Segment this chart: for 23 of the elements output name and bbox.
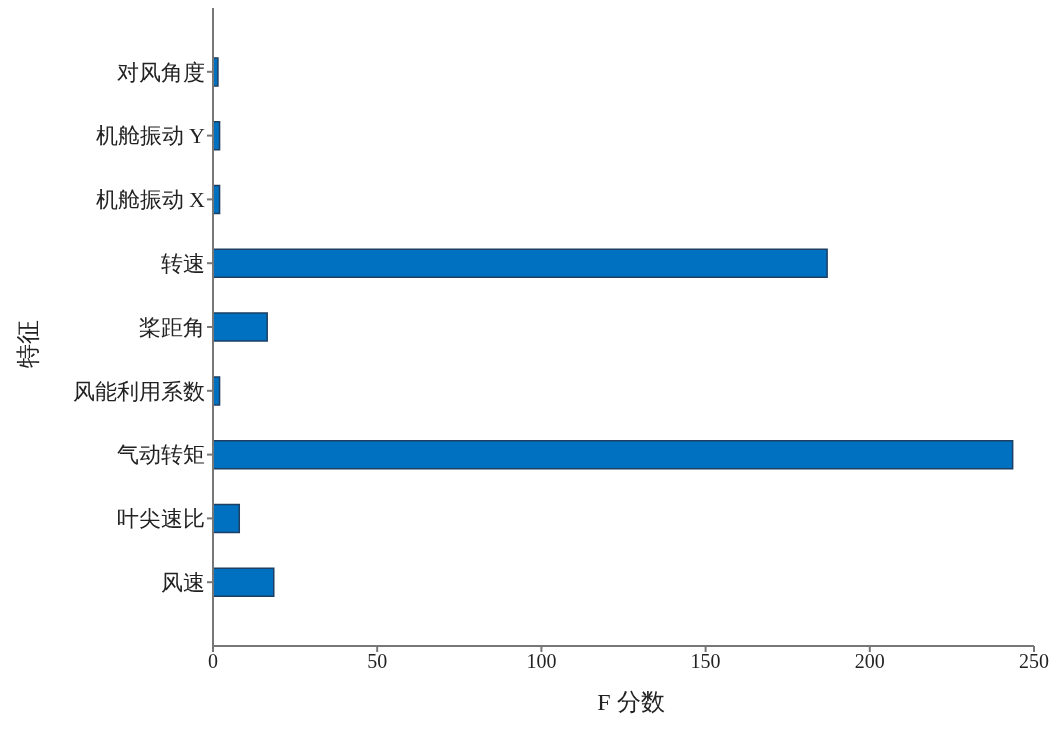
x-tick-label: 150 [690,650,721,673]
bar [213,312,268,342]
x-tick-label: 100 [526,650,557,673]
x-tick-label: 250 [1019,650,1049,673]
y-tick-label: 风能利用系数 [73,378,205,404]
x-axis-title: F 分数 [596,688,666,717]
y-tick-label: 转速 [161,251,205,277]
bar [213,248,828,279]
bar [213,57,219,87]
bar [213,567,275,598]
x-tick-label: 200 [854,650,885,673]
y-tick-label: 气动转矩 [117,442,205,468]
y-tick-label: 机舱振动 X [95,187,206,213]
y-tick-label: 对风角度 [117,59,205,85]
y-tick-label: 桨距角 [139,314,205,340]
bar [213,439,1014,470]
y-tick-label: 叶尖速比 [117,506,205,532]
bar [213,503,241,534]
x-tick-label: 50 [367,650,388,673]
x-tick-label: 0 [208,650,218,673]
y-tick-label: 机舱振动 Y [95,123,206,149]
y-axis-title: 特征 [14,319,42,370]
y-tick-label: 风速 [161,570,205,596]
